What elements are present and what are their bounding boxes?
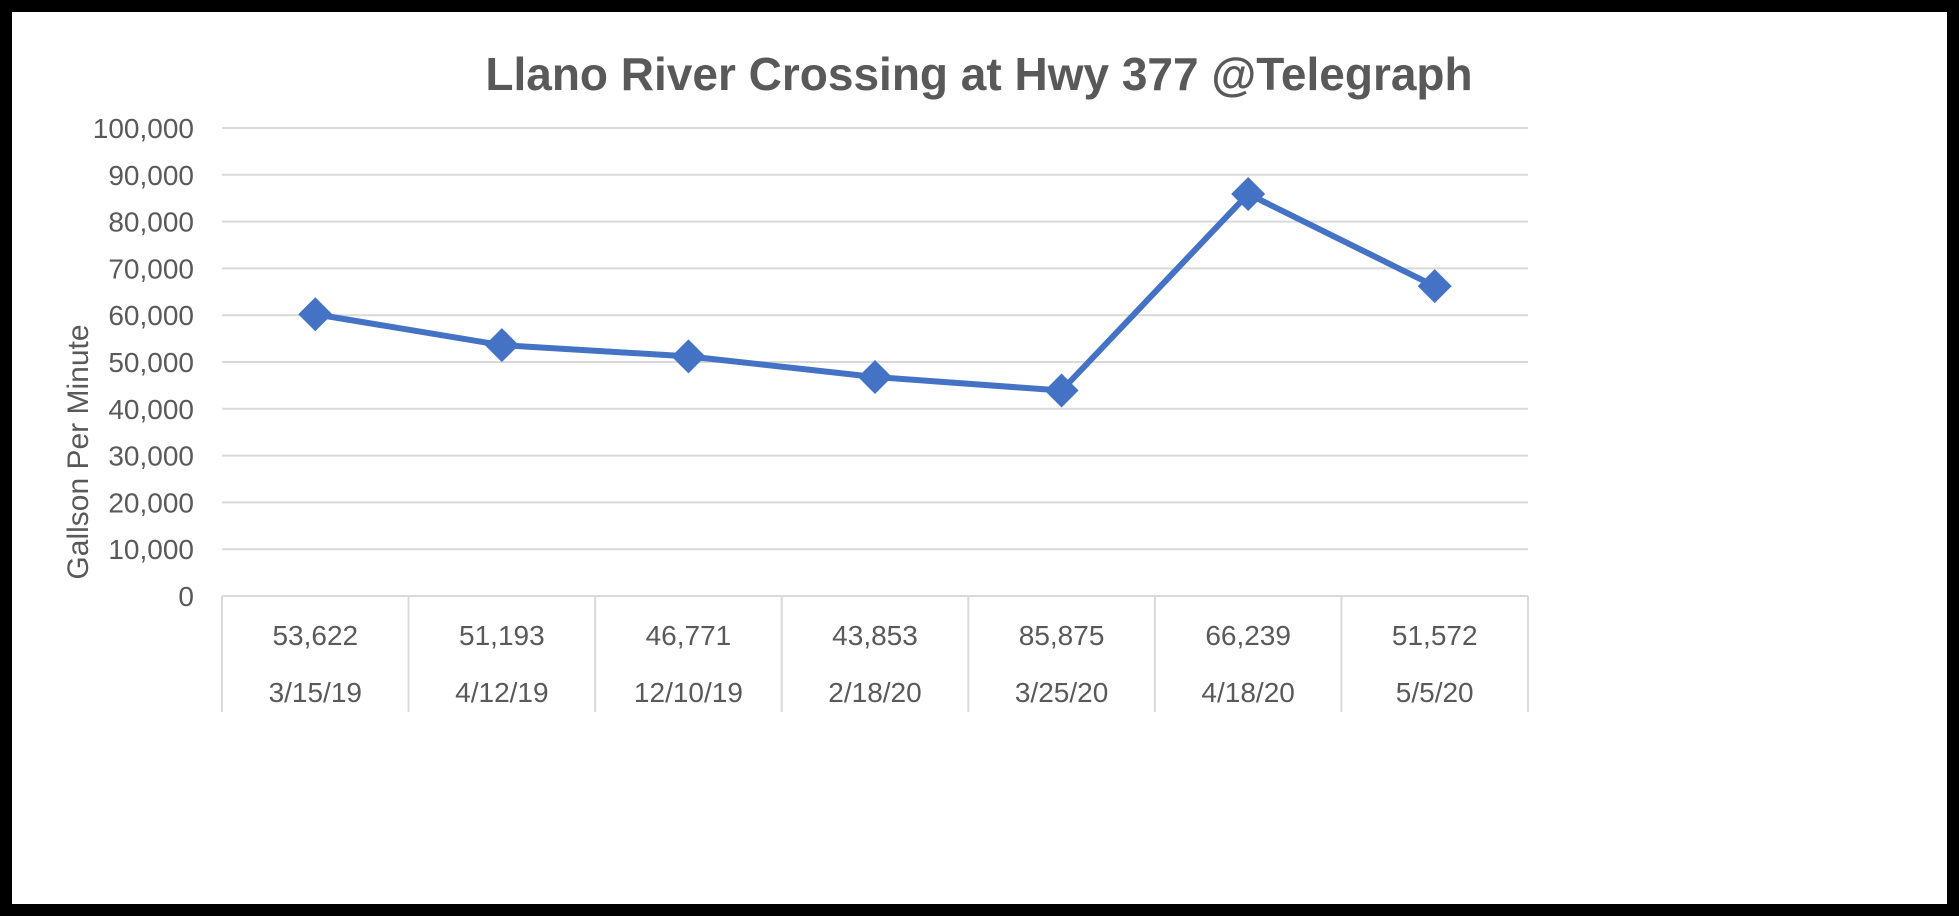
y-tick-label: 40,000 [108, 394, 194, 425]
series-line [298, 176, 1452, 408]
x-tick-label: 4/12/19 [455, 677, 548, 708]
data-point-marker [858, 359, 892, 394]
category-table: 53,622 3/15/19 51,193 4/12/19 46,771 12/10/19… [221, 595, 1529, 712]
y-tick-label: 90,000 [108, 160, 194, 191]
y-tick-label: 0 [178, 581, 194, 612]
data-point-marker [1417, 269, 1452, 304]
x-tick-label: 4/18/20 [1201, 677, 1294, 708]
data-point-marker [1044, 373, 1079, 408]
y-tick-label: 10,000 [108, 534, 194, 565]
y-tick-label: 70,000 [108, 253, 194, 284]
y-tick-label: 30,000 [108, 441, 194, 472]
table-value-label: 85,875 [1019, 620, 1105, 651]
table-value-label: 53,622 [272, 620, 358, 651]
x-tick-label: 2/18/20 [828, 677, 921, 708]
chart-title: Llano River Crossing at Hwy 377 @Telegra… [485, 48, 1472, 100]
table-value-label: 43,853 [832, 620, 918, 651]
x-tick-label: 3/15/19 [269, 677, 362, 708]
y-axis-title: Gallson Per Minute [62, 324, 95, 579]
data-point-marker [671, 339, 706, 374]
data-point-marker [298, 297, 333, 332]
table-value-label: 46,771 [646, 620, 732, 651]
x-tick-label: 3/25/20 [1015, 677, 1108, 708]
y-tick-label: 60,000 [108, 300, 194, 331]
y-tick-label: 20,000 [108, 487, 194, 518]
table-value-label: 51,193 [459, 620, 545, 651]
y-axis-ticks: 0 10,000 20,000 30,000 40,000 50,000 60,000 70,… [93, 113, 194, 612]
x-tick-label: 12/10/19 [634, 677, 743, 708]
x-tick-label: 5/5/20 [1396, 677, 1474, 708]
data-point-marker [1231, 176, 1266, 211]
y-tick-label: 80,000 [108, 207, 194, 238]
y-tick-label: 100,000 [93, 113, 194, 144]
data-point-marker [484, 328, 519, 363]
y-tick-label: 50,000 [108, 347, 194, 378]
table-value-label: 66,239 [1205, 620, 1291, 651]
table-value-label: 51,572 [1392, 620, 1478, 651]
